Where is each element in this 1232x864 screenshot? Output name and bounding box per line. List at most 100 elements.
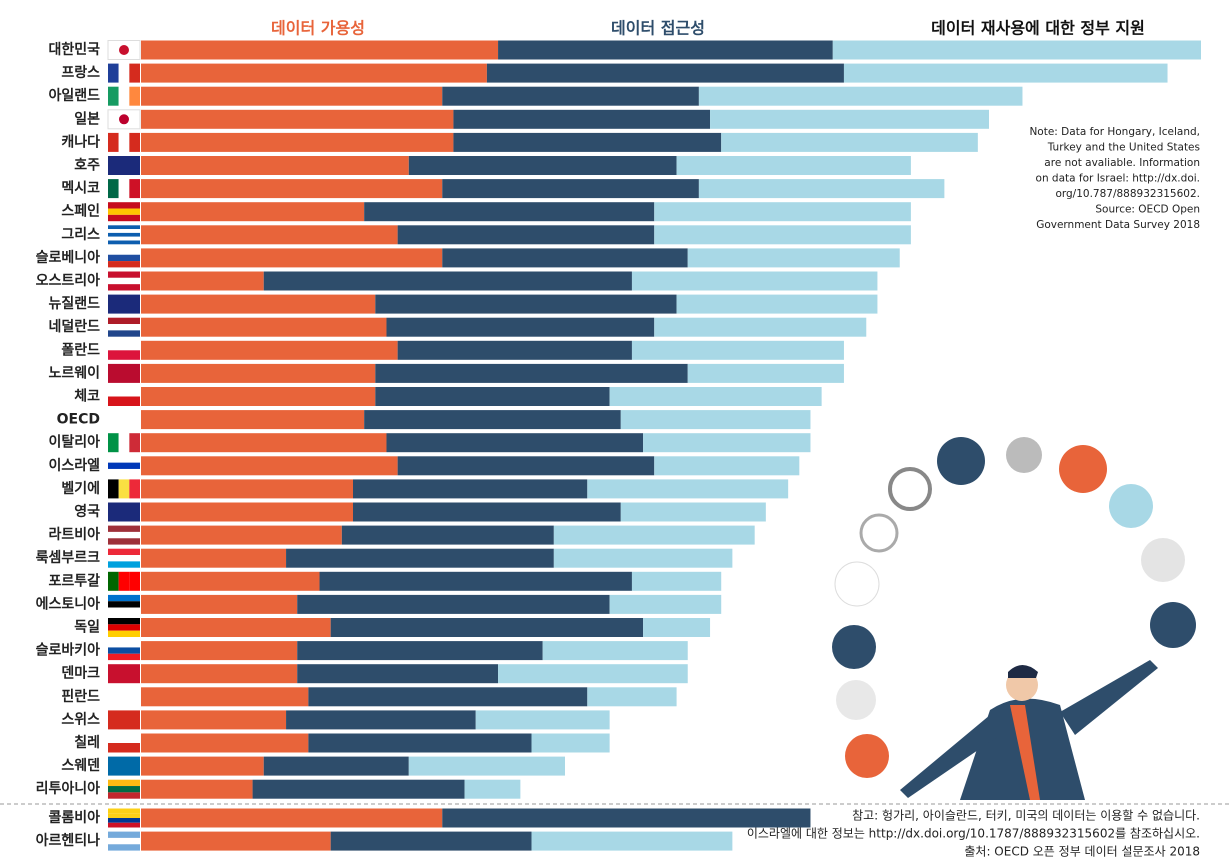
bar-segment: [609, 387, 822, 406]
category-label: 이스라엘: [48, 457, 100, 474]
flag: [108, 756, 140, 776]
bar-segment: [453, 109, 711, 129]
bar-segment: [654, 456, 800, 476]
flag: [108, 317, 140, 325]
bar-segment: [698, 86, 1023, 106]
category-label: 포르투갈: [48, 573, 100, 589]
legend-label: 데이터 재사용에 대한 정부 지원: [931, 19, 1145, 38]
bar-segment: [141, 525, 342, 545]
bar-segment: [364, 202, 655, 222]
bar-segment: [353, 479, 588, 499]
bar-segment: [141, 594, 298, 614]
category-label: 네덜란드: [48, 318, 100, 335]
flag: [108, 630, 140, 637]
bar-segment: [397, 340, 632, 360]
note: Government Data Survey 2018: [1036, 219, 1200, 231]
category-label: 노르웨이: [48, 364, 100, 381]
flag: [129, 433, 140, 453]
bar-segment: [141, 202, 365, 222]
flag: [108, 822, 140, 828]
bar-segment: [531, 733, 610, 753]
flag: [108, 324, 140, 331]
bar-segment: [643, 433, 811, 453]
flag: [118, 132, 130, 152]
flag: [108, 387, 140, 397]
bar-segment: [263, 756, 409, 776]
category-label: 이탈리아: [48, 434, 100, 451]
flag: [108, 284, 140, 291]
bar-segment: [141, 456, 398, 476]
bar-segment: [442, 808, 811, 828]
category-label: 프랑스: [61, 65, 100, 81]
bar-segment: [553, 525, 755, 545]
flag: [108, 818, 140, 823]
bar-segment: [687, 248, 900, 268]
bar-segment: [330, 618, 644, 637]
category-label: 폴란드: [61, 341, 100, 358]
bar-segment: [442, 86, 699, 106]
bar-segment: [397, 456, 655, 476]
note: Source: OECD Open: [1095, 204, 1200, 216]
bar-segment: [141, 294, 376, 314]
bar-segment: [308, 687, 588, 707]
category-label: 리투아니아: [36, 780, 101, 797]
flag: [108, 410, 140, 430]
category-label: 콜롬비아: [48, 809, 100, 826]
category-label: 일본: [74, 111, 100, 127]
flag: [108, 340, 140, 351]
bar-segment: [676, 294, 878, 314]
bar-segment: [375, 363, 688, 383]
bar-segment: [297, 594, 610, 614]
flag: [108, 525, 140, 532]
bar-segment: [141, 433, 387, 453]
bar-segment: [676, 156, 911, 175]
bar-segment: [141, 156, 409, 175]
flag: [108, 350, 140, 360]
bar-segment: [141, 363, 376, 383]
flag: [108, 641, 140, 648]
bar-segment: [710, 109, 989, 129]
bar-segment: [453, 132, 722, 152]
bar-segment: [297, 641, 543, 661]
bar-segment: [620, 502, 766, 522]
category-label: 호주: [74, 158, 100, 174]
bar-segment: [141, 179, 443, 199]
category-label: 슬로베니아: [36, 249, 101, 266]
category-label: 슬로바키아: [36, 642, 101, 659]
flag: [108, 538, 140, 545]
flag: [108, 743, 140, 753]
bar-segment: [297, 664, 499, 684]
category-label: OECD: [57, 412, 100, 428]
footnote: 출처: OECD 오픈 정부 데이터 설문조사 2018: [964, 845, 1200, 859]
bar-segment: [141, 86, 443, 106]
flag: [108, 531, 140, 539]
bar-segment: [141, 387, 376, 406]
bar-segment: [141, 664, 298, 684]
bar-segment: [141, 63, 487, 83]
flag: [108, 786, 140, 793]
flag: [108, 225, 140, 230]
flag: [119, 45, 129, 55]
bar-segment: [654, 225, 911, 245]
category-label: 스위스: [61, 712, 100, 728]
bar-segment: [375, 387, 610, 406]
note: Note: Data for Hongary, Iceland,: [1029, 126, 1200, 138]
bar-segment: [587, 479, 789, 499]
flag: [108, 844, 140, 851]
bar-segment: [141, 225, 398, 245]
bar-segment: [141, 132, 454, 152]
flag: [118, 479, 130, 499]
flag: [108, 248, 140, 255]
flag: [108, 594, 140, 602]
bar-segment: [654, 317, 867, 337]
flag: [108, 236, 140, 241]
bar-segment: [631, 271, 878, 291]
bar-segment: [141, 340, 398, 360]
bar-segment: [141, 479, 353, 499]
category-label: 스웨덴: [61, 758, 100, 774]
category-label: 그리스: [61, 227, 100, 243]
footnote: 참고: 헝가리, 아이슬란드, 터키, 미국의 데이터는 이용할 수 없습니다.: [852, 809, 1200, 823]
bar-segment: [721, 132, 978, 152]
